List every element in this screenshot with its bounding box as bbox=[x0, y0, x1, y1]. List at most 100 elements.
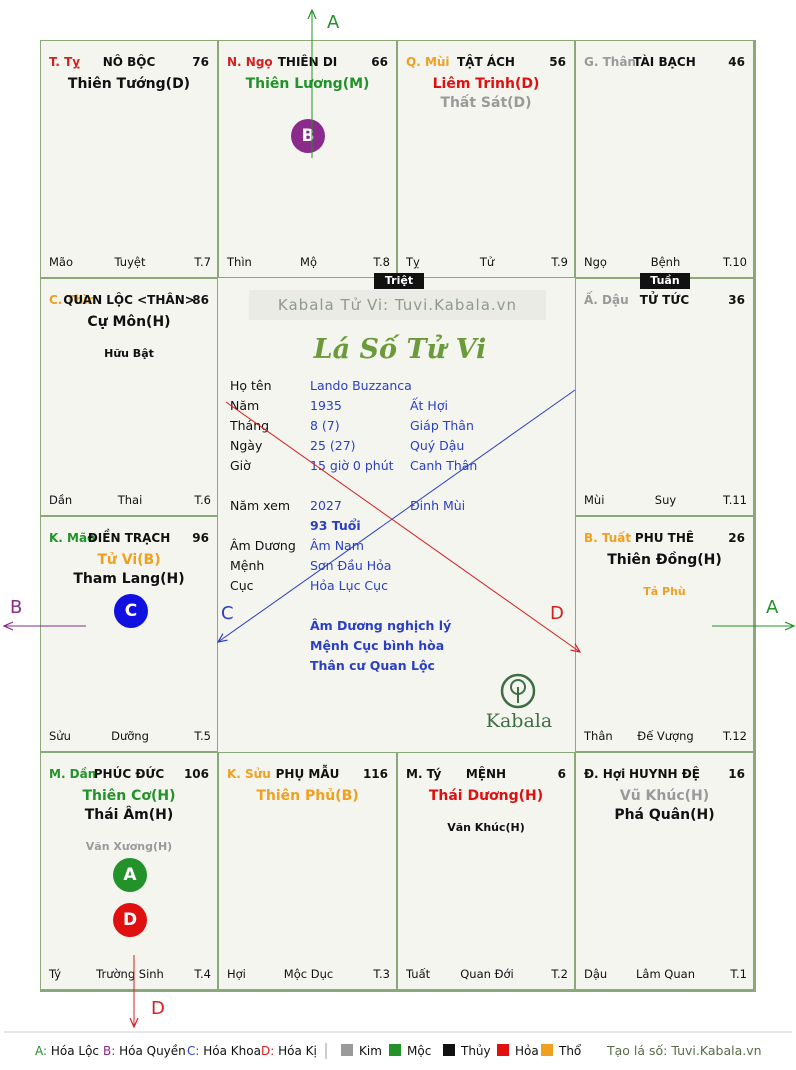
palace-footer: Ngọ Bệnh T.10 bbox=[584, 255, 747, 269]
palace-footer: Dần Thai T.6 bbox=[49, 493, 211, 507]
year-value: 2027 bbox=[310, 498, 342, 513]
palace-stage: Lâm Quan bbox=[636, 967, 695, 981]
info-label: Giờ bbox=[230, 458, 251, 473]
palace-footer: Sửu Dưỡng T.5 bbox=[49, 729, 211, 743]
palace-stars: Thiên Cơ(H) Thái Âm(H) Văn Xương(H) bbox=[41, 787, 217, 855]
palace-chi: Sửu bbox=[49, 729, 71, 743]
palace-name: PHỤ MẪU bbox=[275, 767, 340, 781]
palace-tyy[interactable]: M. Tý MỆNH 6 Thái Dương(H) Văn Khúc(H) Tuất Qu… bbox=[397, 752, 575, 990]
info-label: Âm Dương bbox=[230, 538, 296, 553]
info-label: Ngày bbox=[230, 438, 263, 453]
element-legend-item: Thủy bbox=[443, 1043, 491, 1059]
minor-star: Văn Xương(H) bbox=[85, 840, 173, 853]
info-label: Họ tên bbox=[230, 378, 272, 393]
year-extra: Đinh Mùi bbox=[410, 498, 466, 513]
palace-stars: Thái Dương(H) Văn Khúc(H) bbox=[398, 787, 574, 836]
kabala-logo-text: Kabala bbox=[485, 710, 553, 732]
info-value: 8 (7) bbox=[310, 418, 340, 433]
palace-thin[interactable]: C. Thìn QUAN LỘC <THÂN> 86 Cự Môn(H) Hữu Bật… bbox=[40, 278, 218, 516]
palace-header: Q. Mùi TẬT ÁCH 56 bbox=[406, 55, 566, 71]
palace-stars: Vũ Khúc(H) Phá Quân(H) bbox=[576, 787, 753, 825]
palace-number: 116 bbox=[362, 767, 388, 781]
palace-header: C. Thìn QUAN LỘC <THÂN> 86 bbox=[49, 293, 209, 309]
element-label: Mộc bbox=[407, 1044, 432, 1058]
legend-key: A: bbox=[35, 1044, 48, 1058]
palace-number: 16 bbox=[728, 767, 745, 781]
palace-can: B. Tuất bbox=[584, 531, 632, 545]
element-swatch bbox=[341, 1044, 353, 1056]
palace-chi: Mùi bbox=[584, 493, 605, 507]
center-note: Âm Dương nghịch lý bbox=[310, 618, 452, 633]
palace-number: 66 bbox=[371, 55, 388, 69]
palace-dau[interactable]: Ấ. Dậu TỬ TỨC 36 Mùi Suy T.11 bbox=[575, 278, 754, 516]
palace-number: 86 bbox=[192, 293, 209, 307]
palace-ngo[interactable]: N. Ngọ THIÊN DI 66 Thiên Lương(M) Thìn Mộ T.8 bbox=[218, 40, 397, 278]
palace-t: T.2 bbox=[551, 967, 568, 981]
element-swatch bbox=[389, 1044, 401, 1056]
element-swatch bbox=[541, 1044, 553, 1056]
palace-stage: Suy bbox=[654, 493, 677, 507]
palace-header: M. Dần PHÚC ĐỨC 106 bbox=[49, 767, 209, 783]
palace-mui[interactable]: Q. Mùi TẬT ÁCH 56 Liêm Trinh(D) Thất Sát(D) T… bbox=[397, 40, 575, 278]
palace-hoi[interactable]: Đ. Hợi HUYNH ĐỆ 16 Vũ Khúc(H) Phá Quân(H) Dậu… bbox=[575, 752, 754, 990]
palace-stars: Liêm Trinh(D) Thất Sát(D) bbox=[398, 75, 574, 113]
palace-header: T. Tỵ NÔ BỘC 76 bbox=[49, 55, 209, 71]
palace-footer: Tỵ Tử T.9 bbox=[406, 255, 568, 269]
palace-stars: Thiên Tướng(D) bbox=[41, 75, 217, 94]
major-star: Thái Dương(H) bbox=[428, 788, 544, 804]
arrow-b-label: B bbox=[10, 597, 23, 618]
element-label: Thủy bbox=[461, 1044, 491, 1058]
palace-chi: Dần bbox=[49, 493, 73, 507]
legend-item: D: Hóa Kị bbox=[261, 1043, 317, 1059]
major-star: Thiên Phủ(B) bbox=[256, 788, 359, 804]
palace-t: T.9 bbox=[551, 255, 568, 269]
center-note: Thân cư Quan Lộc bbox=[310, 658, 435, 673]
palace-can: Q. Mùi bbox=[406, 55, 450, 69]
palace-t: T.3 bbox=[373, 967, 390, 981]
palace-t: T.5 bbox=[194, 729, 211, 743]
palace-chi: Thìn bbox=[227, 255, 252, 269]
palace-chi: Thân bbox=[584, 729, 613, 743]
palace-suu[interactable]: K. Sửu PHỤ MẪU 116 Thiên Phủ(B) Hợi Mộc Dục T.… bbox=[218, 752, 397, 990]
palace-ty[interactable]: T. Tỵ NÔ BỘC 76 Thiên Tướng(D) Mão Tuyệt T.7 bbox=[40, 40, 218, 278]
marker-d-circle: D bbox=[113, 903, 147, 937]
info-value: Âm Nam bbox=[310, 538, 364, 553]
year-label: Năm xem bbox=[230, 498, 291, 513]
palace-mao[interactable]: K. Mão ĐIỀN TRẠCH 96 Tử Vi(B) Tham Lang(H) Sử… bbox=[40, 516, 218, 752]
major-star: Tử Vi(B) bbox=[97, 552, 161, 568]
legend-key: C: bbox=[187, 1044, 200, 1058]
palace-footer: Dậu Lâm Quan T.1 bbox=[584, 967, 747, 981]
major-star: Phá Quân(H) bbox=[614, 807, 715, 823]
palace-number: 106 bbox=[183, 767, 209, 781]
palace-stars: Thiên Phủ(B) bbox=[219, 787, 396, 806]
palace-number: 56 bbox=[549, 55, 566, 69]
triet-tag: Triệt bbox=[374, 273, 424, 289]
palace-stars: Cự Môn(H) Hữu Bật bbox=[41, 313, 217, 362]
major-star: Thái Âm(H) bbox=[84, 807, 174, 823]
marker-c-circle: C bbox=[114, 594, 148, 628]
palace-than[interactable]: G. Thân TÀI BẠCH 46 Ngọ Bệnh T.10 bbox=[575, 40, 754, 278]
site-link[interactable]: Tạo lá số: Tuvi.Kabala.vn bbox=[607, 1043, 762, 1058]
info-label: Năm bbox=[230, 398, 260, 413]
minor-star: Văn Khúc(H) bbox=[447, 821, 525, 834]
element-label: Hỏa bbox=[515, 1044, 539, 1058]
info-label: Tháng bbox=[230, 418, 270, 433]
element-swatch bbox=[497, 1044, 509, 1056]
marker-b-circle: B bbox=[291, 119, 325, 153]
palace-footer: Mão Tuyệt T.7 bbox=[49, 255, 211, 269]
palace-footer: Thìn Mộ T.8 bbox=[227, 255, 390, 269]
palace-stars: Thiên Đồng(H) Tả Phù bbox=[576, 551, 753, 600]
palace-can: M. Dần bbox=[49, 767, 97, 781]
minor-star: Tả Phù bbox=[643, 585, 686, 598]
minor-star: Hữu Bật bbox=[104, 347, 154, 360]
element-label: Thổ bbox=[559, 1044, 582, 1058]
palace-tuat[interactable]: B. Tuất PHU THÊ 26 Thiên Đồng(H) Tả Phù Thân Đ… bbox=[575, 516, 754, 752]
palace-number: 46 bbox=[728, 55, 745, 69]
palace-can: T. Tỵ bbox=[49, 55, 81, 69]
palace-header: K. Sửu PHỤ MẪU 116 bbox=[227, 767, 388, 783]
palace-t: T.7 bbox=[194, 255, 211, 269]
palace-stage: Mộc Dục bbox=[283, 967, 334, 981]
age: 93 Tuổi bbox=[310, 518, 361, 533]
info-label: Cục bbox=[230, 578, 254, 593]
